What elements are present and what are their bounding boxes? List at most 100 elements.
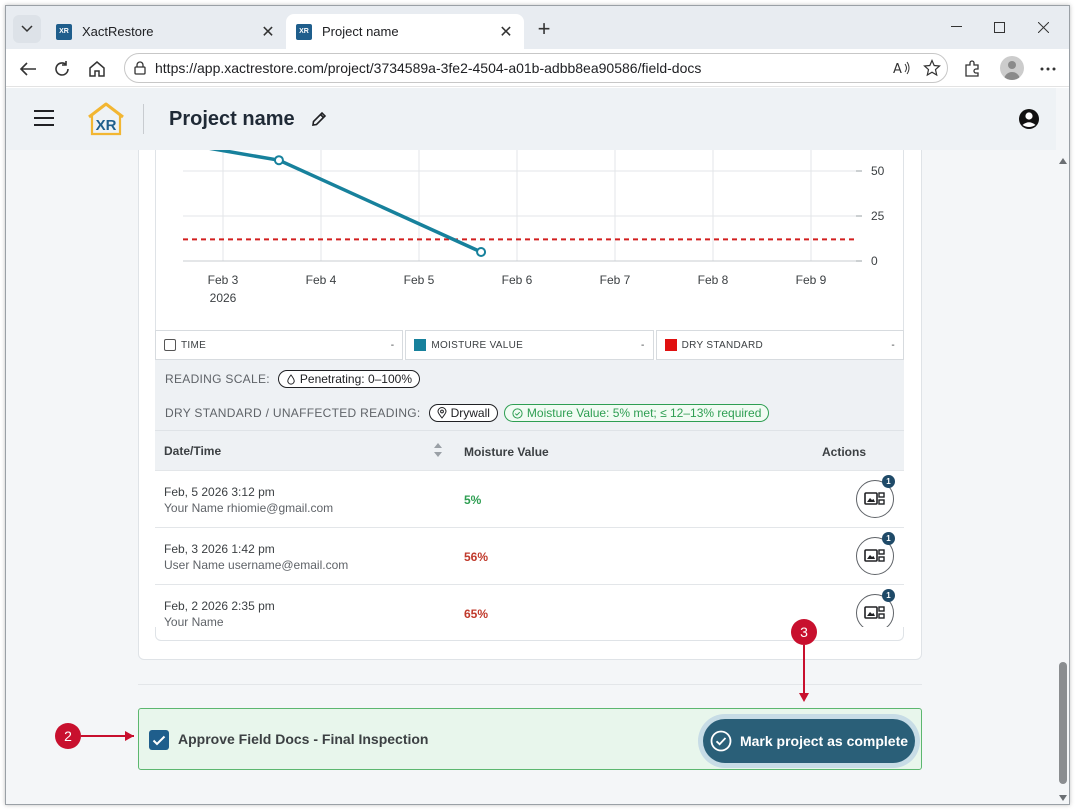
dry-standard-status-chip: Moisture Value: 5% met; ≤ 12–13% require… [503, 404, 770, 422]
col-header-moisture: Moisture Value [464, 445, 549, 459]
x-tick-label: Feb 7 [600, 273, 631, 287]
legend-label: TIME [181, 339, 207, 351]
row-moisture-value: 5% [464, 493, 482, 507]
x-tick-label: Feb 8 [698, 273, 729, 287]
menu-icon[interactable] [34, 110, 54, 126]
y-tick-label: 25 [871, 209, 885, 223]
photo-count-badge: 1 [882, 589, 895, 602]
photo-count-badge: 1 [882, 532, 895, 545]
row-datetime: Feb, 3 2026 1:42 pm [164, 542, 275, 556]
reading-scale-value: Penetrating: 0–100% [299, 372, 412, 386]
section-divider [138, 684, 922, 685]
svg-text:A: A [893, 62, 902, 76]
mark-complete-label: Mark project as complete [739, 733, 909, 749]
approve-bar: Approve Field Docs - Final Inspection Ma… [138, 708, 922, 770]
home-button[interactable] [83, 55, 111, 83]
avatar-head [1008, 61, 1016, 69]
url-text[interactable]: https://app.xactrestore.com/project/3734… [155, 60, 702, 76]
favorite-star-icon[interactable] [917, 59, 947, 77]
window-close-button[interactable] [1020, 14, 1066, 40]
legend-dry-standard[interactable]: DRY STANDARD - [655, 330, 904, 360]
callout-marker: 2 [55, 723, 81, 749]
close-icon[interactable]: ✕ [261, 23, 275, 41]
legend-moisture-value[interactable]: MOISTURE VALUE - [405, 330, 654, 360]
x-tick-label: Feb 5 [404, 273, 435, 287]
check-circle-icon [512, 407, 523, 419]
lock-icon[interactable] [125, 61, 155, 75]
reload-button[interactable] [48, 55, 76, 83]
xactrestore-favicon: XR [296, 23, 312, 40]
xactrestore-favicon: XR [56, 23, 72, 40]
tab-title: XactRestore [82, 24, 154, 39]
new-tab-button[interactable]: + [537, 16, 551, 41]
scroll-thumb[interactable] [1059, 662, 1067, 784]
legend-swatch [414, 339, 427, 351]
page-scrollbar[interactable] [1056, 150, 1069, 804]
check-circle-icon [710, 730, 732, 752]
minimize-button[interactable] [933, 14, 979, 40]
reload-icon [55, 61, 69, 76]
legend-time[interactable]: TIME - [155, 330, 404, 360]
xactrestore-logo[interactable]: XR [86, 102, 126, 136]
x-tick-label: Feb 6 [502, 273, 533, 287]
x-tick-label: Feb 3 [208, 273, 239, 287]
row-moisture-value: 65% [464, 607, 489, 621]
x-tick-label: Feb 4 [306, 273, 337, 287]
col-header-date[interactable]: Date/Time [164, 444, 222, 458]
photo-count-badge: 1 [882, 475, 895, 488]
close-icon [1037, 21, 1049, 33]
reading-scale-label: READING SCALE: [165, 372, 270, 386]
project-title: Project name [169, 108, 295, 130]
mark-complete-button-inner[interactable]: Mark project as complete [703, 719, 915, 763]
more-horizontal-icon [1040, 67, 1056, 71]
puzzle-icon [965, 60, 979, 77]
tab-strip: XR XactRestore ✕ XR Project name ✕ + [6, 6, 1069, 49]
legend-label: DRY STANDARD [681, 339, 764, 351]
legend-value: - [891, 339, 895, 351]
maximize-icon [993, 21, 1005, 33]
photo-gallery-icon [864, 549, 885, 562]
col-header-actions: Actions [822, 445, 867, 459]
browser-toolbar: https://app.xactrestore.com/project/3734… [6, 49, 1069, 87]
approve-checkbox[interactable] [149, 730, 169, 750]
app-viewport: Feb 3 Feb 4 Feb 5 Feb 6 Feb 7 Feb 8 Feb 9 2026 5… [6, 88, 1069, 804]
header-divider [143, 104, 144, 134]
tab-title: Project name [322, 24, 399, 39]
row-datetime: Feb, 2 2026 2:35 pm [164, 599, 275, 613]
x-tick-year-label: 2026 [210, 291, 237, 305]
scroll-down-arrow-icon[interactable] [1059, 795, 1067, 801]
legend-label: MOISTURE VALUE [431, 339, 524, 351]
scroll-up-arrow-icon[interactable] [1059, 158, 1067, 164]
dry-standard-label: DRY STANDARD / UNAFFECTED READING: [165, 406, 421, 420]
back-button[interactable] [14, 55, 42, 83]
maximize-button[interactable] [976, 14, 1022, 40]
legend-value: - [641, 339, 645, 351]
callout-marker: 3 [791, 619, 817, 645]
account-circle-icon[interactable] [1018, 108, 1040, 130]
address-bar[interactable]: https://app.xactrestore.com/project/3734… [124, 53, 948, 83]
read-aloud-icon[interactable]: A [887, 60, 917, 76]
reading-scale-chip: Penetrating: 0–100% [277, 370, 420, 388]
legend-value: - [390, 339, 395, 351]
tab-actions-button[interactable] [13, 15, 41, 43]
chart-legend: TIME - MOISTURE VALUE - DRY STANDARD - [155, 330, 904, 360]
more-menu-button[interactable] [1034, 55, 1062, 83]
close-icon[interactable]: ✕ [499, 23, 513, 41]
tab-xactrestore[interactable]: XR XactRestore ✕ [46, 14, 286, 49]
table-bottom-edge [155, 627, 904, 641]
profile-avatar[interactable] [1000, 56, 1024, 80]
avatar-body [1004, 72, 1020, 80]
material-value: Drywall [450, 406, 490, 420]
mark-complete-button[interactable]: Mark project as complete [698, 714, 920, 768]
approve-label[interactable]: Approve Field Docs - Final Inspection [178, 731, 429, 747]
sort-icon[interactable] [433, 441, 443, 459]
tab-project-name[interactable]: XR Project name ✕ [286, 14, 524, 49]
x-tick-label: Feb 9 [796, 273, 827, 287]
app-header: XR Project name [6, 88, 1056, 150]
row-moisture-value: 56% [464, 550, 489, 564]
extensions-button[interactable] [958, 55, 986, 83]
table-row: Feb, 5 2026 3:12 pm Your Name rhiomie@gm… [155, 470, 904, 527]
row-datetime: Feb, 5 2026 3:12 pm [164, 485, 275, 499]
pencil-edit-icon[interactable] [310, 110, 328, 128]
